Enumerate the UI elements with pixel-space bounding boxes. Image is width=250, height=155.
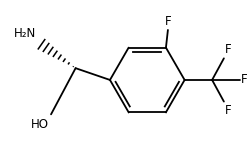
Text: H₂N: H₂N xyxy=(14,27,36,40)
Text: HO: HO xyxy=(31,118,49,131)
Text: F: F xyxy=(225,104,232,117)
Text: F: F xyxy=(164,15,171,28)
Text: F: F xyxy=(225,43,232,56)
Text: F: F xyxy=(240,73,247,86)
